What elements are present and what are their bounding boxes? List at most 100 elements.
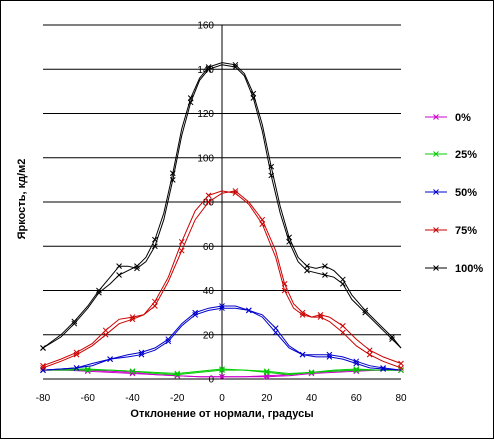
x-tick-label: -20	[170, 393, 185, 404]
data-point	[71, 320, 78, 327]
data-point	[366, 351, 373, 358]
y-tick-label: 20	[203, 330, 215, 341]
data-point	[152, 243, 158, 250]
legend-label: 50%	[455, 187, 477, 199]
x-tick-label: 20	[261, 393, 273, 404]
data-point	[259, 216, 266, 223]
data-point	[178, 247, 185, 254]
y-tick-label: 60	[203, 242, 215, 253]
y-tick-label: 80	[203, 198, 215, 209]
data-point	[205, 66, 212, 73]
legend-marker	[433, 227, 439, 233]
legend-marker	[433, 265, 439, 271]
data-point	[187, 95, 194, 101]
data-point	[219, 373, 225, 380]
data-point	[353, 368, 360, 375]
data-point	[219, 367, 225, 374]
data-point	[322, 263, 328, 270]
x-tick-label: -60	[81, 393, 96, 404]
legend-item: 100%	[425, 263, 483, 275]
data-point	[40, 365, 46, 371]
data-point	[96, 289, 102, 296]
data-point	[304, 263, 310, 270]
data-point	[326, 351, 333, 358]
data-point	[245, 307, 252, 314]
y-tick-label: 100	[197, 153, 214, 164]
data-point	[40, 345, 46, 351]
data-point	[272, 325, 279, 331]
data-point	[152, 236, 158, 243]
data-point	[272, 329, 279, 336]
data-point	[250, 90, 257, 97]
data-point	[366, 347, 373, 354]
y-tick-label: 160	[197, 21, 214, 32]
x-tick-label: 60	[351, 393, 363, 404]
data-point	[169, 170, 176, 177]
series-3	[40, 188, 404, 371]
x-tick-label: 40	[306, 393, 318, 404]
data-point	[84, 366, 91, 372]
data-point	[339, 276, 346, 283]
data-point	[398, 360, 404, 367]
data-point	[73, 365, 80, 371]
data-point	[205, 199, 212, 205]
legend-marker	[433, 189, 439, 195]
x-tick-label: 80	[395, 393, 407, 404]
data-point	[362, 309, 369, 316]
series-4	[40, 61, 402, 351]
axes	[43, 25, 401, 380]
data-point	[116, 263, 122, 270]
data-point	[219, 303, 225, 309]
data-point	[339, 329, 346, 336]
data-point	[134, 263, 140, 270]
data-point	[304, 267, 310, 274]
data-point	[389, 336, 395, 343]
series-2	[40, 303, 402, 374]
legend-item: 25%	[425, 149, 477, 161]
legend-item: 0%	[425, 112, 471, 124]
data-point	[138, 349, 145, 356]
data-point	[339, 323, 346, 329]
data-point	[232, 61, 239, 68]
data-point	[73, 351, 80, 358]
data-point	[219, 366, 225, 372]
data-point	[398, 367, 404, 374]
data-point	[71, 318, 78, 325]
data-point	[398, 365, 404, 371]
data-point	[308, 369, 315, 376]
legend-label: 0%	[455, 112, 471, 124]
x-tick-label: 0	[219, 393, 225, 404]
data-point	[84, 367, 91, 374]
data-point	[96, 287, 102, 294]
legend-label: 100%	[455, 263, 483, 275]
data-point	[353, 366, 360, 372]
data-point	[232, 64, 239, 70]
series-2-curve-1	[42, 305, 402, 371]
legend-marker	[433, 114, 439, 120]
x-axis-title: Отклонение от нормали, градусы	[130, 408, 313, 420]
legend: 0% 25% 50% 75% 100%	[425, 112, 483, 275]
y-tick-label: 120	[197, 109, 214, 120]
data-point	[165, 336, 172, 343]
x-tick-label: -80	[36, 393, 51, 404]
data-point	[362, 307, 369, 314]
data-point	[129, 369, 136, 376]
data-point	[268, 163, 275, 170]
data-point	[116, 272, 122, 278]
data-point	[40, 367, 46, 374]
data-point	[353, 367, 360, 374]
data-point	[107, 356, 113, 362]
data-point	[84, 368, 91, 375]
data-point	[192, 309, 199, 316]
data-point	[286, 234, 292, 241]
data-point	[102, 327, 109, 334]
legend-item: 75%	[425, 225, 477, 237]
data-point	[281, 281, 288, 287]
y-tick-label: 0	[208, 375, 214, 386]
series-lines	[40, 61, 404, 380]
data-point	[192, 311, 199, 318]
data-point	[205, 192, 212, 199]
